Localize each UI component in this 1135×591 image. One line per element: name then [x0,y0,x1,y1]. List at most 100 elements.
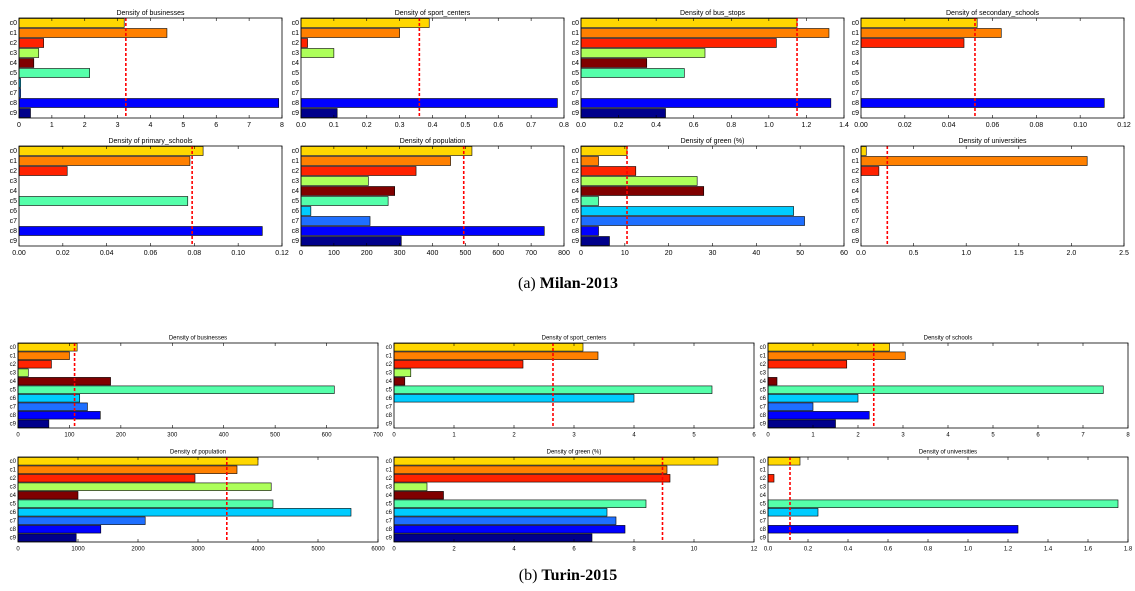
bar [393,508,608,517]
x-tick-label: 0.4 [428,122,438,129]
bar [393,491,444,500]
y-tick-label: c3 [386,484,393,490]
x-tick-label: 12 [751,547,758,553]
bar [300,18,430,28]
bar [393,351,599,360]
y-tick-label: c5 [386,387,393,393]
y-tick-label: c9 [386,535,393,541]
x-tick-label: 7 [247,122,251,129]
bar [17,411,101,420]
x-tick-label: 40 [752,250,760,257]
plot-frame [860,17,1125,119]
bar [767,402,814,411]
y-tick-label: c1 [386,467,393,473]
x-tick-label: 0 [392,547,396,553]
x-tick-label: 0.6 [493,122,503,129]
x-tick-label: 400 [427,250,439,257]
y-tick-label: c3 [10,370,17,376]
plot-frame [860,145,1125,247]
bar [580,156,599,166]
bar [860,28,1002,38]
caption-label: (b) [519,567,538,584]
y-tick-label: c0 [10,345,17,351]
bar [17,465,238,474]
y-tick-label: c0 [292,148,300,155]
bar [767,474,775,483]
y-tick-label: c8 [760,413,767,419]
y-tick-label: c1 [10,353,17,359]
bar [17,533,77,542]
bar [393,394,635,403]
y-tick-label: c0 [386,459,393,465]
y-tick-label: c7 [10,518,17,524]
y-tick-label: c5 [10,198,18,205]
x-tick-label: 0 [766,433,770,439]
y-tick-label: c6 [10,80,18,87]
bar [17,343,78,352]
y-tick-label: c8 [386,527,393,533]
x-tick-label: 0.6 [689,122,699,129]
y-tick-label: c8 [572,228,580,235]
y-tick-label: c1 [852,30,860,37]
x-tick-label: 5000 [311,547,325,553]
y-tick-label: c7 [10,218,18,225]
x-tick-label: 5 [692,433,696,439]
y-tick-label: c9 [292,238,300,245]
bar [300,196,389,206]
y-tick-label: c6 [292,80,300,87]
x-tick-label: 30 [709,250,717,257]
x-tick-label: 0.0 [576,122,586,129]
bar [580,108,666,118]
x-tick-label: 1.8 [1124,547,1133,553]
x-tick-label: 1.4 [839,122,849,129]
y-tick-label: c3 [760,370,767,376]
x-tick-label: 2000 [131,547,145,553]
y-tick-label: c3 [292,178,300,185]
x-tick-label: 0.6 [884,547,893,553]
y-tick-label: c5 [10,501,17,507]
bar [393,377,406,386]
bar [767,499,1119,508]
bar [17,474,196,483]
x-tick-label: 600 [492,250,504,257]
bar [18,48,40,58]
bar [767,525,1019,534]
x-tick-label: 2.0 [1067,250,1077,257]
bar [767,377,778,386]
chart-title: Density of universities [919,450,977,456]
y-tick-label: c2 [10,40,18,47]
y-tick-label: c4 [760,379,767,385]
y-tick-label: c7 [760,518,767,524]
y-tick-label: c4 [10,60,18,67]
y-tick-label: c5 [852,70,860,77]
bar [767,411,870,420]
x-tick-label: 0.04 [942,122,956,129]
y-tick-label: c4 [386,493,393,499]
bar [300,38,308,48]
y-tick-label: c8 [10,527,17,533]
x-tick-label: 0.12 [275,250,289,257]
plot-frame [17,456,379,543]
x-tick-label: 60 [840,250,848,257]
plot-frame [393,456,755,543]
x-tick-label: 3000 [191,547,205,553]
bar [393,474,671,483]
bar [580,146,628,156]
x-tick-label: 0.02 [898,122,912,129]
y-tick-label: c0 [852,148,860,155]
y-tick-label: c9 [386,421,393,427]
y-tick-label: c0 [292,20,300,27]
x-tick-label: 50 [796,250,804,257]
bar [860,146,867,156]
y-tick-label: c4 [10,188,18,195]
bar [17,516,146,525]
chart-title: Density of sport_centers [395,10,471,17]
x-tick-label: 0.02 [56,250,70,257]
bar [580,176,698,186]
y-tick-label: c6 [292,208,300,215]
x-tick-label: 0.4 [651,122,661,129]
x-tick-label: 6 [752,433,756,439]
x-tick-label: 3 [901,433,905,439]
bar [300,48,335,58]
